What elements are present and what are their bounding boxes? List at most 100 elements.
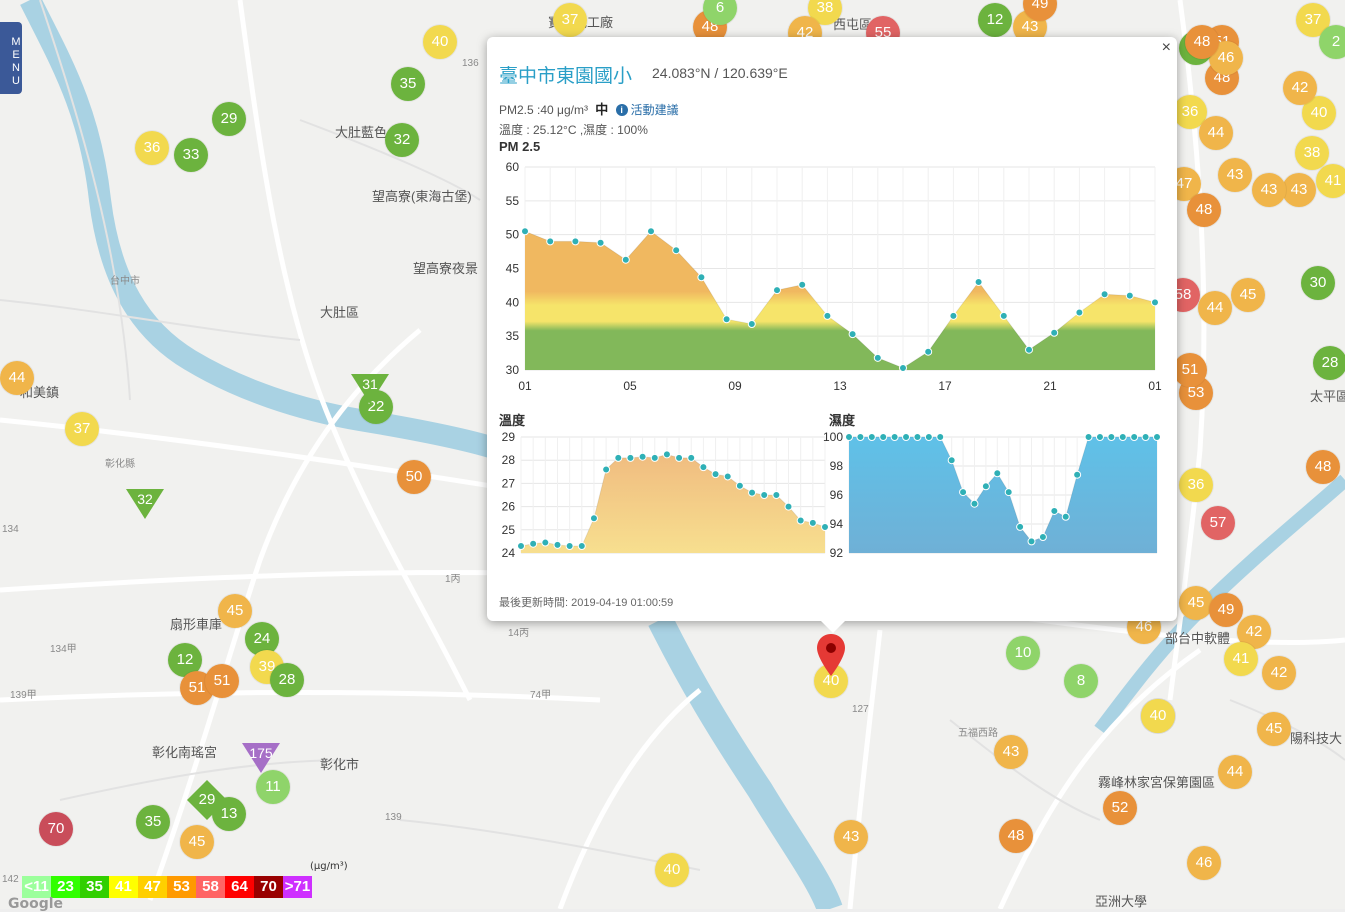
data-point[interactable] xyxy=(821,523,829,532)
data-point[interactable] xyxy=(748,488,757,497)
data-point[interactable] xyxy=(1004,488,1013,497)
close-icon[interactable]: × xyxy=(1161,39,1171,56)
data-point[interactable] xyxy=(529,539,538,548)
data-point[interactable] xyxy=(723,472,732,481)
station-marker[interactable]: 42 xyxy=(1283,71,1317,105)
data-point[interactable] xyxy=(699,463,708,472)
station-marker[interactable]: 48 xyxy=(1187,193,1221,227)
data-point[interactable] xyxy=(1016,522,1025,531)
data-point[interactable] xyxy=(890,433,899,441)
data-point[interactable] xyxy=(970,499,979,508)
station-marker[interactable]: 42 xyxy=(1262,656,1296,690)
station-marker[interactable]: 36 xyxy=(1179,468,1213,502)
data-point[interactable] xyxy=(845,433,853,441)
station-marker[interactable]: 28 xyxy=(1313,346,1345,380)
station-marker[interactable]: 43 xyxy=(1282,173,1316,207)
station-marker[interactable]: 30 xyxy=(1301,266,1335,300)
station-marker[interactable]: 28 xyxy=(270,663,304,697)
data-point[interactable] xyxy=(999,311,1008,320)
station-marker[interactable]: 49 xyxy=(1023,0,1057,21)
data-point[interactable] xyxy=(856,433,865,441)
station-marker-triangle[interactable]: 175 xyxy=(242,743,280,773)
data-point[interactable] xyxy=(902,433,911,441)
data-point[interactable] xyxy=(808,518,817,527)
data-point[interactable] xyxy=(546,237,555,246)
data-point[interactable] xyxy=(823,311,832,320)
station-marker[interactable]: 29 xyxy=(212,102,246,136)
data-point[interactable] xyxy=(867,433,876,441)
station-marker[interactable]: 52 xyxy=(1103,791,1137,825)
data-point[interactable] xyxy=(711,470,720,479)
station-marker[interactable]: 48 xyxy=(1185,25,1219,59)
station-marker[interactable]: 43 xyxy=(1218,158,1252,192)
data-point[interactable] xyxy=(1107,433,1116,441)
data-point[interactable] xyxy=(621,255,630,264)
data-point[interactable] xyxy=(565,542,574,551)
station-marker[interactable]: 41 xyxy=(1224,642,1258,676)
station-name[interactable]: 臺中市東園國小 xyxy=(499,66,633,87)
data-point[interactable] xyxy=(993,469,1002,478)
data-point[interactable] xyxy=(959,488,968,497)
station-marker[interactable]: 57 xyxy=(1201,506,1235,540)
data-point[interactable] xyxy=(1084,433,1093,441)
station-marker[interactable]: 38 xyxy=(1295,136,1329,170)
data-point[interactable] xyxy=(647,227,655,236)
station-marker[interactable]: 48 xyxy=(999,819,1033,853)
station-marker[interactable]: 44 xyxy=(1198,291,1232,325)
menu-tab[interactable]: MENU xyxy=(0,22,22,94)
data-point[interactable] xyxy=(626,453,635,462)
station-marker[interactable]: 45 xyxy=(180,825,214,859)
station-marker[interactable]: 40 xyxy=(814,664,848,698)
data-point[interactable] xyxy=(735,481,744,490)
station-marker[interactable]: 12 xyxy=(978,3,1012,37)
data-point[interactable] xyxy=(662,450,671,459)
station-marker[interactable]: 49 xyxy=(1209,593,1243,627)
data-point[interactable] xyxy=(1075,308,1084,317)
data-point[interactable] xyxy=(1027,537,1036,546)
data-point[interactable] xyxy=(521,227,529,236)
data-point[interactable] xyxy=(760,491,769,499)
station-marker[interactable]: 8 xyxy=(1064,664,1098,698)
station-marker[interactable]: 40 xyxy=(423,25,457,59)
station-marker[interactable]: 37 xyxy=(1296,3,1330,37)
station-marker[interactable]: 51 xyxy=(205,664,239,698)
data-point[interactable] xyxy=(873,353,882,362)
data-point[interactable] xyxy=(747,319,756,328)
info-icon[interactable]: i xyxy=(615,104,628,116)
activity-advice-link[interactable]: 活動建議 xyxy=(630,103,679,117)
station-marker[interactable]: 44 xyxy=(0,361,34,395)
data-point[interactable] xyxy=(541,538,550,547)
data-point[interactable] xyxy=(772,491,781,499)
data-point[interactable] xyxy=(949,311,958,320)
data-point[interactable] xyxy=(947,456,956,465)
station-marker[interactable]: 13 xyxy=(212,797,246,831)
data-point[interactable] xyxy=(672,246,681,255)
station-marker-triangle[interactable]: 32 xyxy=(126,489,164,519)
data-point[interactable] xyxy=(796,516,805,525)
data-point[interactable] xyxy=(1130,433,1139,441)
data-point[interactable] xyxy=(596,238,605,247)
data-point[interactable] xyxy=(848,330,857,339)
station-marker[interactable]: 35 xyxy=(136,805,170,839)
station-marker[interactable]: 43 xyxy=(834,820,868,854)
station-marker[interactable]: 40 xyxy=(655,853,689,887)
data-point[interactable] xyxy=(571,237,580,246)
station-marker[interactable]: 45 xyxy=(1179,586,1213,620)
data-point[interactable] xyxy=(1100,290,1109,299)
station-marker-triangle[interactable]: 31 xyxy=(351,374,389,404)
data-point[interactable] xyxy=(924,347,933,356)
data-point[interactable] xyxy=(1073,470,1082,479)
station-marker[interactable]: 41 xyxy=(1316,164,1345,198)
data-point[interactable] xyxy=(1141,433,1150,441)
station-marker[interactable]: 36 xyxy=(135,131,169,165)
data-point[interactable] xyxy=(784,502,793,511)
station-marker[interactable]: 43 xyxy=(1252,173,1286,207)
station-marker[interactable]: 2 xyxy=(1319,25,1345,59)
data-point[interactable] xyxy=(1050,328,1059,337)
data-point[interactable] xyxy=(589,514,598,523)
station-marker[interactable]: 36 xyxy=(1173,95,1207,129)
station-marker[interactable]: 10 xyxy=(1006,636,1040,670)
data-point[interactable] xyxy=(798,280,807,289)
station-marker[interactable]: 35 xyxy=(391,67,425,101)
data-point[interactable] xyxy=(687,453,696,462)
